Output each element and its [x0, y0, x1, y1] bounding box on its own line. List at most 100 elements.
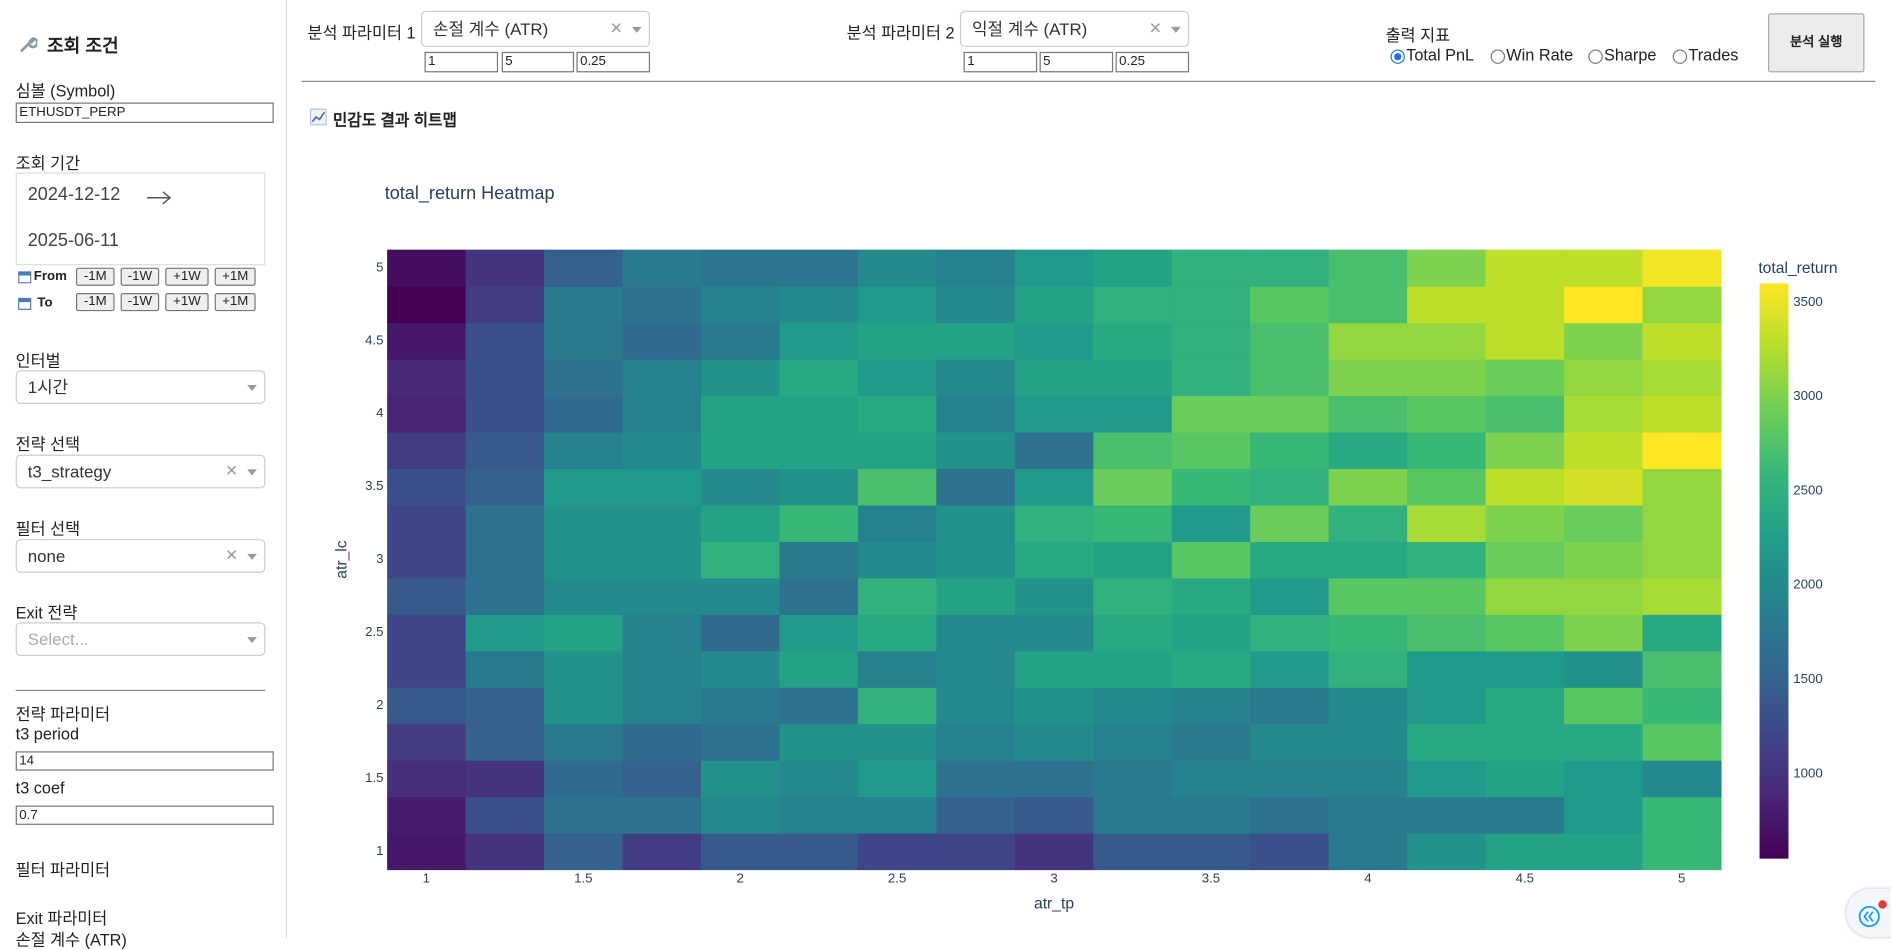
heatmap-cell [857, 614, 937, 652]
strategy-dropdown[interactable]: t3_strategy × [15, 454, 266, 489]
heatmap-cell [1642, 504, 1722, 542]
heatmap-cell [1250, 468, 1330, 506]
metric-label[interactable]: Win Rate [1506, 45, 1574, 64]
param2-label: 분석 파라미터 2 [846, 24, 955, 43]
heatmap-cell [1093, 286, 1173, 324]
metric-label[interactable]: Trades [1688, 45, 1739, 64]
heatmap-cell [1642, 286, 1722, 324]
heatmap-cell [1485, 723, 1565, 761]
filter-dropdown[interactable]: none × [15, 539, 266, 573]
t3-period-input[interactable]: 14 [15, 751, 274, 771]
shift-button[interactable]: +1M [214, 267, 256, 286]
exit-dropdown[interactable]: Select... [15, 622, 266, 657]
chart-icon [309, 108, 327, 126]
heatmap-cell [779, 760, 859, 798]
heatmap-cell [544, 614, 624, 652]
interval-dropdown[interactable]: 1시간 [15, 370, 266, 405]
metric-radio[interactable] [1588, 49, 1603, 64]
heatmap-cell [465, 723, 545, 761]
heatmap-cell [1485, 322, 1565, 360]
range-input[interactable]: 0.25 [576, 51, 651, 73]
sidebar: 조회 조건 심볼 (Symbol) ETHUSDT_PERP 조회 기간 202… [0, 0, 288, 949]
shift-button[interactable]: -1W [120, 267, 160, 286]
y-tick-label: 1.5 [365, 770, 383, 785]
param2-value: 익절 계수 (ATR) [972, 19, 1088, 39]
heatmap-cell [1171, 723, 1251, 761]
metric-label[interactable]: Total PnL [1406, 45, 1475, 64]
shift-button[interactable]: +1W [165, 267, 209, 286]
heatmap-cell [1250, 431, 1330, 470]
heatmap-cell [544, 468, 624, 506]
debug-toggle[interactable] [1846, 888, 1891, 938]
colorbar-tick-label: 1000 [1793, 765, 1822, 780]
heatmap-cell [857, 468, 937, 506]
y-tick-label: 2.5 [365, 624, 383, 639]
heatmap-cell [779, 723, 859, 761]
start-date[interactable]: 2024-12-12 [27, 184, 121, 206]
end-date[interactable]: 2025-06-11 [27, 230, 119, 251]
symbol-input[interactable]: ETHUSDT_PERP [15, 102, 274, 124]
t3-coef-input[interactable]: 0.7 [15, 805, 274, 825]
heatmap-cell [779, 249, 859, 287]
range-input[interactable]: 1 [963, 51, 1038, 73]
to-label: To [37, 295, 53, 310]
heatmap-cell [1407, 359, 1487, 397]
date-range[interactable]: 2024-12-12 2025-06-11 [15, 172, 266, 266]
heatmap-cell [1014, 504, 1094, 542]
heatmap-cell [1407, 286, 1487, 324]
shift-button[interactable]: -1M [75, 293, 115, 312]
symbol-label: 심볼 (Symbol) [15, 82, 116, 101]
heatmap-cell [1642, 359, 1722, 397]
param1-dropdown[interactable]: 손절 계수 (ATR) × [420, 10, 651, 48]
heatmap-cell [857, 723, 937, 761]
heatmap-cell [622, 577, 702, 615]
chart-title: total_return Heatmap [385, 183, 555, 204]
heatmap-cell [622, 650, 702, 688]
heatmap-cell [1407, 833, 1487, 871]
heatmap-cell [1171, 359, 1251, 397]
y-axis-title: atr_lc [334, 540, 351, 578]
heatmap-cell [1250, 322, 1330, 360]
heatmap-cell [1093, 723, 1173, 761]
y-tick-label: 3.5 [365, 478, 383, 493]
heatmap-cell [387, 395, 467, 433]
heatmap-cell [622, 359, 702, 397]
metric-radio[interactable] [1672, 49, 1688, 64]
range-input[interactable]: 5 [501, 51, 575, 73]
heatmap-cell [1642, 577, 1722, 615]
x-tick-label: 2.5 [888, 871, 906, 886]
heatmap-cell [1014, 541, 1094, 579]
heatmap-cell [1014, 286, 1094, 324]
metric-radio[interactable] [1390, 49, 1405, 64]
heatmap-cell [779, 687, 859, 725]
heatmap-cell [1642, 614, 1722, 652]
range-input[interactable]: 1 [424, 51, 499, 73]
heatmap-cell [700, 541, 781, 579]
heatmap-cell [700, 468, 781, 506]
heatmap-cell [1093, 833, 1173, 871]
colorbar-tick-label: 3000 [1793, 388, 1822, 403]
heatmap-cell [622, 760, 702, 798]
metric-radio[interactable] [1490, 49, 1506, 64]
heatmap-cell [387, 468, 467, 506]
run-button[interactable]: 분석 실행 [1767, 13, 1865, 73]
param2-dropdown[interactable]: 익절 계수 (ATR) × [959, 10, 1190, 48]
shift-button[interactable]: -1M [75, 267, 115, 286]
heatmap-cell [1093, 796, 1173, 834]
colorbar-title: total_return [1758, 260, 1837, 277]
heatmap-cell [936, 541, 1016, 579]
heatmap-cell [465, 687, 545, 725]
range-input[interactable]: 5 [1039, 51, 1114, 73]
range-input[interactable]: 0.25 [1115, 51, 1190, 73]
heatmap-cell [622, 322, 702, 360]
shift-button[interactable]: +1M [214, 293, 256, 312]
heatmap-cell [857, 833, 937, 871]
heatmap-cell [700, 577, 781, 615]
heatmap-cell [1328, 614, 1408, 652]
shift-button[interactable]: -1W [120, 293, 160, 312]
heatmap-cell [1328, 431, 1408, 470]
heatmap-cell [544, 359, 624, 397]
heatmap-cell [544, 796, 624, 834]
metric-label[interactable]: Sharpe [1603, 45, 1657, 64]
shift-button[interactable]: +1W [165, 293, 209, 312]
